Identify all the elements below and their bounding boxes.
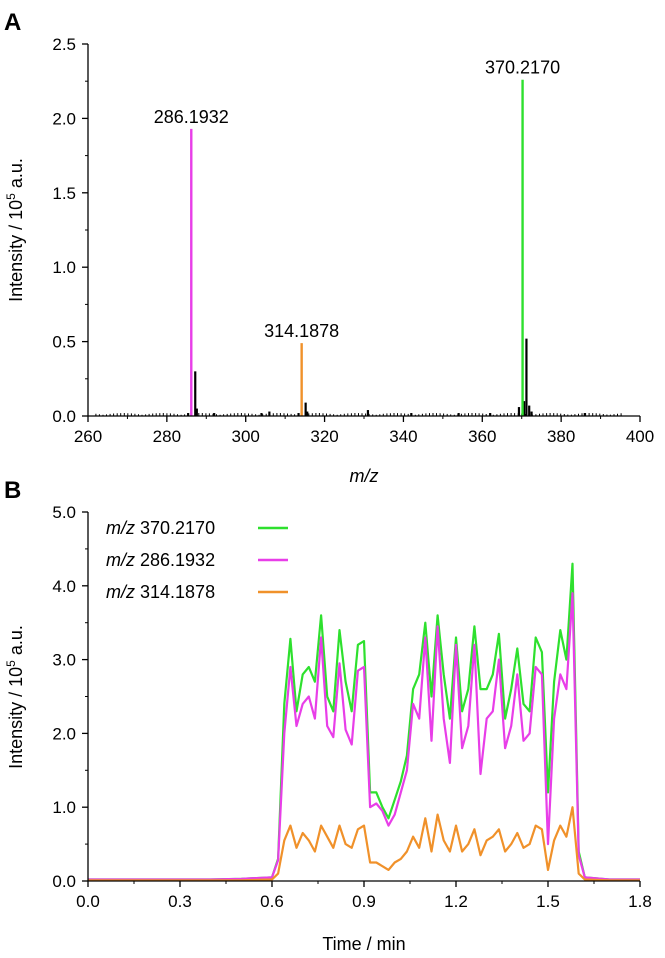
y-tick-label: 1.0 <box>52 798 76 817</box>
panel-b-marks <box>88 562 640 882</box>
y-tick-label: 2.0 <box>52 724 76 743</box>
x-tick-label: 260 <box>74 427 102 446</box>
peak-label-1: 314.1878 <box>264 321 339 341</box>
x-tick-label: 340 <box>389 427 417 446</box>
series-line-0 <box>88 562 640 881</box>
y-tick-label: 3.0 <box>52 651 76 670</box>
panel-a-axes: 260 280 300 320 340 360 380 400 0.0 0.5 1.0 1.5 2.0 2… <box>52 35 654 446</box>
panel-a: A 286.1932 314.1878 370.2170 260 280 300 320 3… <box>4 9 654 486</box>
x-tick-label: 280 <box>153 427 181 446</box>
panel-b-axes: 0.0 0.3 0.6 0.9 1.2 1.5 1.8 0.0 1.0 2.0 3.0 4.0 5.0 <box>52 503 651 911</box>
panel-b-label: B <box>4 477 21 504</box>
x-tick-label: 300 <box>232 427 260 446</box>
panel-b: B 0.0 0.3 0.6 0.9 1.2 1.5 1.8 0.0 1.0 2.0 3.0 4.0 5.… <box>4 477 652 954</box>
legend-label-1: m/z 286.1932 <box>106 550 215 570</box>
x-tick-label: 1.8 <box>628 892 652 911</box>
panel-a-x-axis-title: m/z <box>350 466 379 486</box>
x-tick-label: 400 <box>626 427 654 446</box>
x-tick-label: 0.3 <box>168 892 192 911</box>
x-tick-label: 0.6 <box>260 892 284 911</box>
x-tick-label: 0.9 <box>352 892 376 911</box>
panel-b-x-axis-title: Time / min <box>322 934 405 954</box>
x-tick-label: 1.5 <box>536 892 560 911</box>
x-tick-label: 0.0 <box>76 892 100 911</box>
y-tick-label: 4.0 <box>52 577 76 596</box>
legend-label-2: m/z 314.1878 <box>106 582 215 602</box>
x-tick-label: 1.2 <box>444 892 468 911</box>
x-tick-label: 360 <box>468 427 496 446</box>
x-tick-label: 320 <box>310 427 338 446</box>
y-tick-label: 1.5 <box>52 184 76 203</box>
legend-label-0: m/z 370.2170 <box>106 518 215 538</box>
y-tick-label: 2.5 <box>52 35 76 54</box>
y-tick-label: 1.0 <box>52 258 76 277</box>
y-tick-label: 0.5 <box>52 333 76 352</box>
y-tick-label: 0.0 <box>52 872 76 891</box>
x-tick-label: 380 <box>547 427 575 446</box>
peak-label-0: 286.1932 <box>154 107 229 127</box>
y-tick-label: 0.0 <box>52 407 76 426</box>
y-tick-label: 5.0 <box>52 503 76 522</box>
series-line-2 <box>88 806 640 882</box>
panel-a-y-axis-title: Intensity / 105 a.u. <box>4 158 26 302</box>
peak-label-2: 370.2170 <box>485 58 560 78</box>
panel-a-marks: 286.1932 314.1878 370.2170 <box>95 58 622 416</box>
panel-b-legend: m/z 370.2170 m/z 286.1932 m/z 314.1878 <box>106 518 288 602</box>
panel-a-label: A <box>4 9 21 36</box>
panel-b-y-axis-title: Intensity / 105 a.u. <box>4 625 26 769</box>
y-tick-label: 2.0 <box>52 109 76 128</box>
series-line-1 <box>88 592 640 881</box>
